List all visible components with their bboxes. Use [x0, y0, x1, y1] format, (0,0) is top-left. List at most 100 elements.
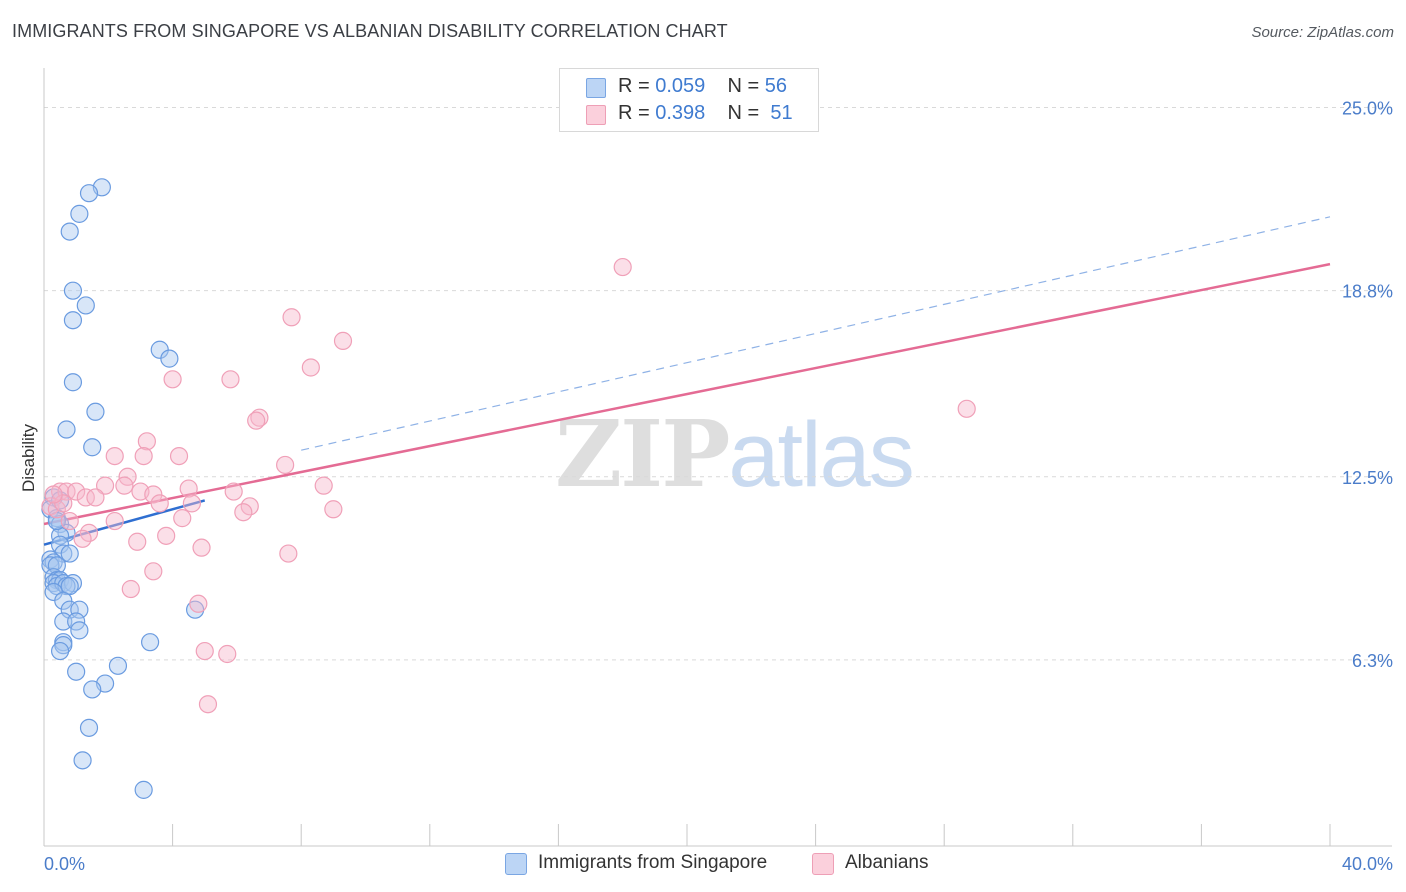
singapore-point — [70, 204, 89, 223]
albanians-point — [173, 509, 192, 528]
singapore-trend-line — [43, 499, 206, 546]
y-tick-label: 25.0% — [1342, 99, 1393, 119]
legend-n-label: N = — [727, 75, 760, 97]
singapore-point — [50, 641, 70, 661]
singapore-point — [79, 184, 99, 203]
data-points — [41, 178, 976, 799]
x-tick-labels: 0.0% 40.0% — [44, 854, 1393, 874]
singapore-point — [63, 281, 83, 300]
singapore-point — [73, 751, 92, 770]
albanians-point — [301, 358, 320, 377]
albanians-point — [95, 476, 115, 495]
trend-lines — [43, 216, 1331, 546]
albanians-point — [279, 544, 298, 563]
legend-swatch-albanians — [812, 853, 834, 875]
legend-n-value: 51 — [770, 102, 793, 124]
gridlines — [44, 107, 1392, 661]
singapore-point — [57, 420, 76, 439]
albanians-point — [44, 485, 63, 504]
source-label: Source: ZipAtlas.com — [1251, 24, 1394, 41]
singapore-point — [54, 612, 73, 631]
singapore-point — [140, 633, 160, 652]
singapore-point — [47, 556, 66, 575]
albanians-point — [105, 446, 124, 466]
legend-swatch-singapore — [505, 853, 527, 875]
singapore-point — [79, 718, 99, 737]
albanians-point — [333, 331, 353, 350]
albanians-point — [189, 594, 208, 613]
watermark-zip: ZIP — [555, 400, 730, 508]
albanians-point — [324, 500, 343, 519]
x-tick-label: 40.0% — [1342, 854, 1393, 874]
albanians-point — [218, 644, 237, 664]
albanians-point — [137, 432, 156, 451]
singapore-point — [63, 311, 83, 330]
y-tick-label: 12.5% — [1342, 468, 1393, 488]
legend-r-label: R = — [618, 102, 650, 124]
y-tick-label: 6.3% — [1352, 651, 1393, 671]
albanians-point — [192, 538, 211, 557]
singapore-trend-extension — [301, 216, 1331, 451]
albanians-point — [250, 408, 269, 427]
albanians-point — [76, 488, 95, 507]
singapore-point — [160, 349, 179, 368]
albanians-point — [182, 494, 201, 513]
albanians-point — [282, 308, 301, 327]
chart-title: IMMIGRANTS FROM SINGAPORE VS ALBANIAN DI… — [12, 21, 728, 41]
singapore-point — [63, 373, 83, 392]
x-ticks — [43, 824, 1331, 846]
albanians-point — [234, 503, 253, 522]
legend-r-value: 0.059 — [655, 75, 706, 97]
singapore-point — [67, 662, 86, 681]
albanians-point — [247, 411, 266, 430]
singapore-point — [83, 680, 102, 699]
albanians-point — [115, 476, 134, 495]
albanians-point — [221, 370, 240, 389]
albanians-point — [957, 399, 976, 418]
singapore-point — [70, 600, 89, 619]
albanians-point — [276, 455, 295, 475]
singapore-point — [60, 544, 79, 563]
y-tick-labels: 6.3% 12.5% 18.8% 25.0% — [1342, 99, 1393, 671]
albanians-point — [67, 482, 86, 501]
albanians-point — [73, 529, 92, 548]
legend-swatch-albanians — [586, 105, 606, 125]
x-tick-label: 0.0% — [44, 854, 85, 874]
singapore-point — [108, 656, 128, 675]
axes — [43, 68, 1392, 847]
albanians-point — [60, 511, 79, 531]
albanians-point — [134, 446, 153, 466]
albanians-point — [157, 526, 176, 545]
albanians-point — [195, 641, 214, 661]
albanians-point — [144, 562, 163, 581]
singapore-point — [83, 438, 102, 457]
legend-r-value: 0.398 — [655, 102, 706, 124]
albanians-point — [169, 446, 189, 466]
singapore-point — [44, 553, 63, 572]
legend-n-value: 56 — [764, 75, 788, 97]
legend-swatch-singapore — [586, 78, 606, 98]
singapore-point — [70, 621, 89, 640]
albanians-point — [128, 532, 147, 551]
singapore-point — [60, 222, 79, 241]
legend-n-label: N = — [727, 102, 760, 124]
albanians-point — [105, 511, 124, 531]
albanians-point — [224, 482, 243, 501]
legend-label-albanians: Albanians — [845, 852, 929, 873]
singapore-point — [86, 402, 105, 421]
y-tick-label: 18.8% — [1342, 282, 1393, 302]
watermark: ZIPatlas — [555, 400, 915, 508]
legend-r-label: R = — [618, 75, 650, 97]
albanians-point — [86, 488, 105, 507]
albanians-point — [144, 485, 163, 504]
watermark-atlas: atlas — [728, 404, 914, 506]
singapore-point — [134, 780, 153, 799]
albanians-point — [613, 257, 632, 277]
legend-label-singapore: Immigrants from Singapore — [538, 852, 768, 873]
singapore-point — [60, 600, 79, 619]
albanians-point — [121, 579, 140, 599]
albanians-point — [314, 476, 333, 495]
albanians-point — [150, 494, 169, 513]
albanians-point — [198, 695, 218, 714]
